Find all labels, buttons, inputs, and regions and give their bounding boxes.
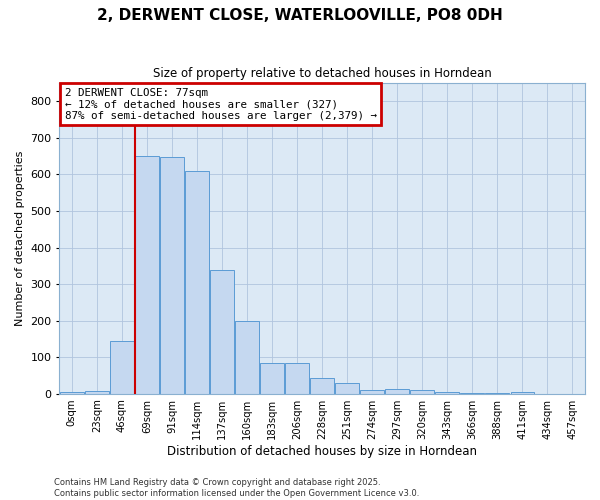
- Bar: [235, 320, 259, 394]
- Bar: [310, 378, 334, 394]
- Bar: [210, 270, 234, 394]
- Bar: [511, 392, 535, 394]
- Bar: [160, 157, 184, 394]
- Title: Size of property relative to detached houses in Horndean: Size of property relative to detached ho…: [153, 68, 491, 80]
- Bar: [185, 171, 209, 394]
- Bar: [335, 384, 359, 394]
- X-axis label: Distribution of detached houses by size in Horndean: Distribution of detached houses by size …: [167, 444, 477, 458]
- Bar: [436, 392, 459, 394]
- Bar: [285, 364, 309, 394]
- Text: Contains HM Land Registry data © Crown copyright and database right 2025.
Contai: Contains HM Land Registry data © Crown c…: [54, 478, 419, 498]
- Bar: [135, 156, 159, 394]
- Bar: [260, 364, 284, 394]
- Bar: [60, 392, 84, 394]
- Bar: [361, 390, 384, 394]
- Text: 2 DERWENT CLOSE: 77sqm
← 12% of detached houses are smaller (327)
87% of semi-de: 2 DERWENT CLOSE: 77sqm ← 12% of detached…: [65, 88, 377, 121]
- Bar: [385, 389, 409, 394]
- Y-axis label: Number of detached properties: Number of detached properties: [15, 150, 25, 326]
- Text: 2, DERWENT CLOSE, WATERLOOVILLE, PO8 0DH: 2, DERWENT CLOSE, WATERLOOVILLE, PO8 0DH: [97, 8, 503, 22]
- Bar: [85, 391, 109, 394]
- Bar: [110, 340, 134, 394]
- Bar: [410, 390, 434, 394]
